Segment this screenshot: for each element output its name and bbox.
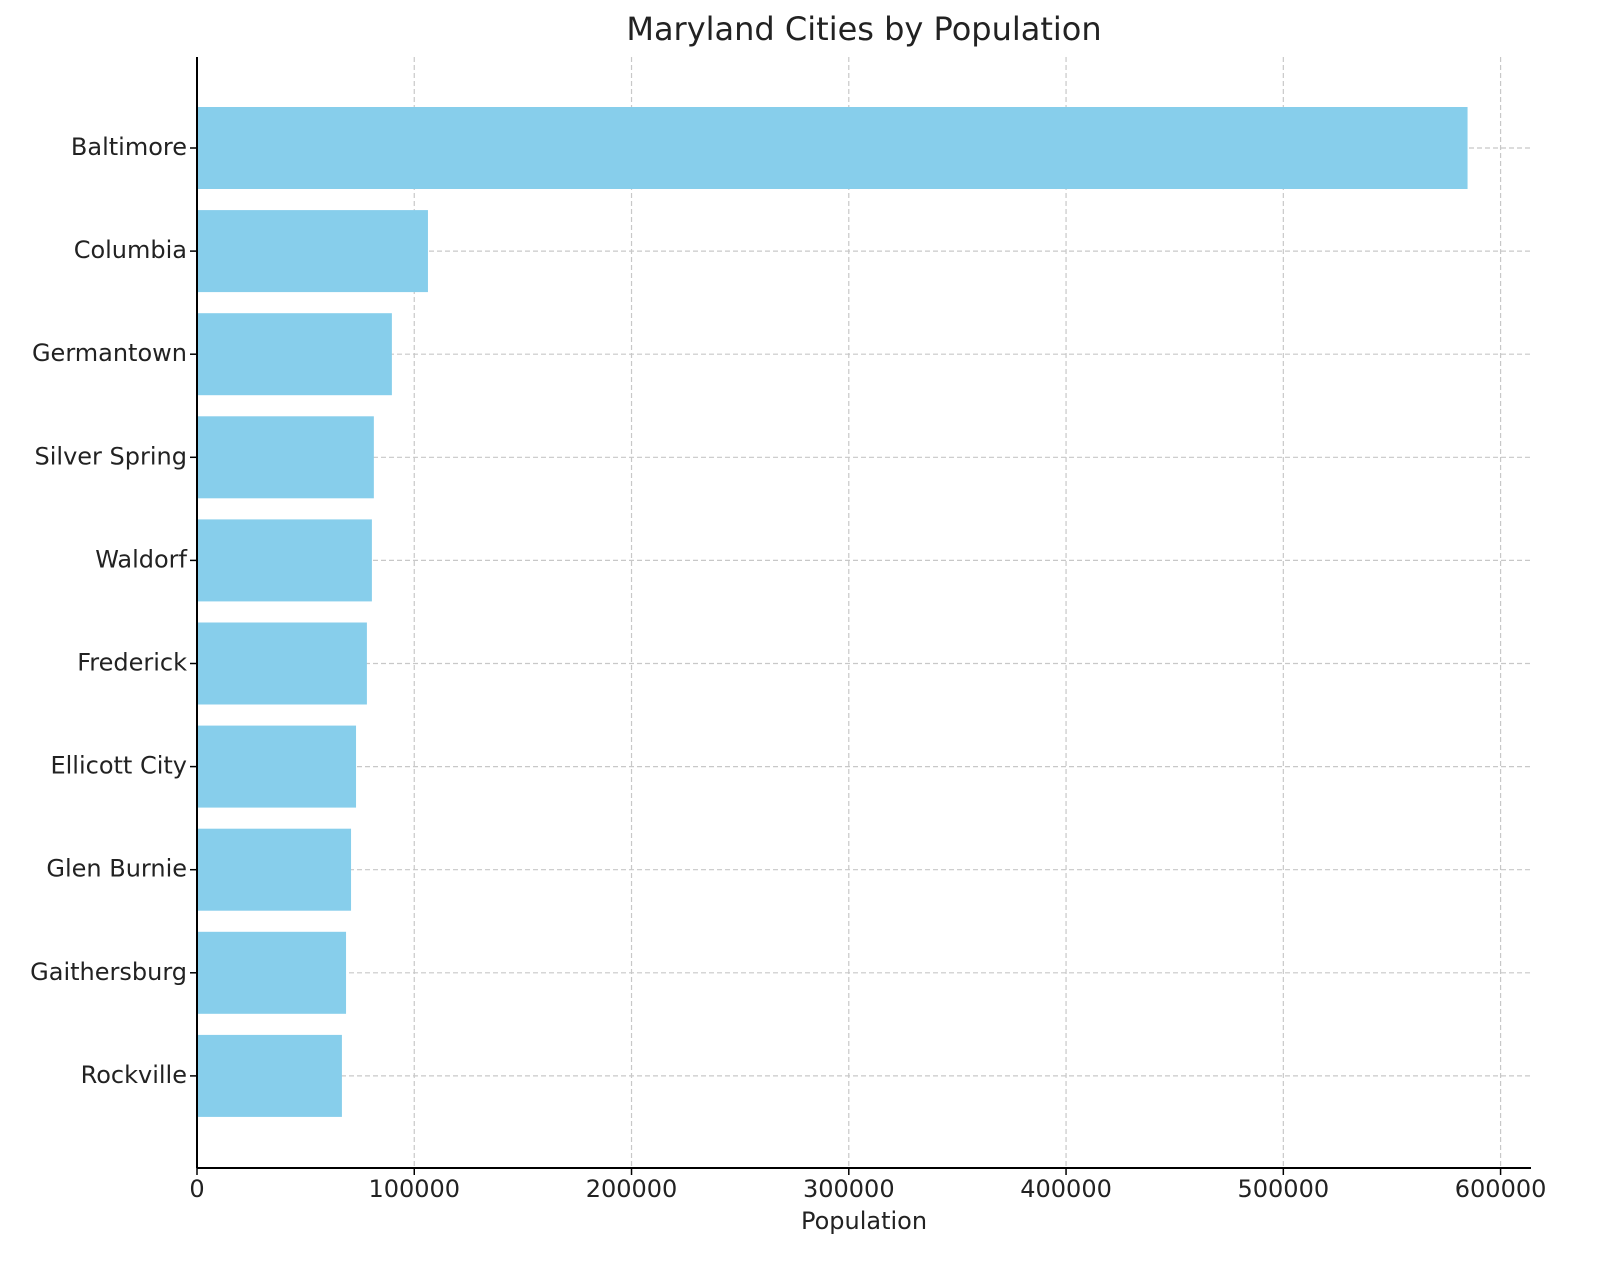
bar xyxy=(197,107,1468,189)
x-axis-label: Population xyxy=(801,1207,927,1235)
y-tick-label: Columbia xyxy=(74,236,187,264)
y-tick-label: Baltimore xyxy=(71,133,187,161)
bar xyxy=(197,416,374,499)
bar xyxy=(197,828,352,911)
bar xyxy=(197,519,372,602)
bar xyxy=(197,313,392,396)
bar xyxy=(197,1034,342,1117)
y-tick-label: Silver Spring xyxy=(35,442,187,470)
y-tick-label: Waldorf xyxy=(95,545,187,573)
x-tick-label: 500000 xyxy=(1238,1175,1330,1203)
bar xyxy=(197,210,428,293)
x-tick-label: 300000 xyxy=(803,1175,895,1203)
bar xyxy=(197,622,367,705)
y-tick-label: Rockville xyxy=(81,1061,187,1089)
chart-title: Maryland Cities by Population xyxy=(626,10,1101,48)
bar xyxy=(197,725,357,808)
y-tick-label: Glen Burnie xyxy=(46,855,187,883)
x-tick-label: 100000 xyxy=(368,1175,460,1203)
x-tick-label: 0 xyxy=(189,1175,204,1203)
x-tick-label: 600000 xyxy=(1455,1175,1547,1203)
y-tick-label: Germantown xyxy=(32,339,187,367)
y-tick-label: Ellicott City xyxy=(50,752,187,780)
y-tick-label: Frederick xyxy=(77,649,187,677)
x-tick-label: 400000 xyxy=(1020,1175,1112,1203)
bar xyxy=(197,931,347,1014)
x-tick-label: 200000 xyxy=(586,1175,678,1203)
y-tick-label: Gaithersburg xyxy=(30,958,187,986)
